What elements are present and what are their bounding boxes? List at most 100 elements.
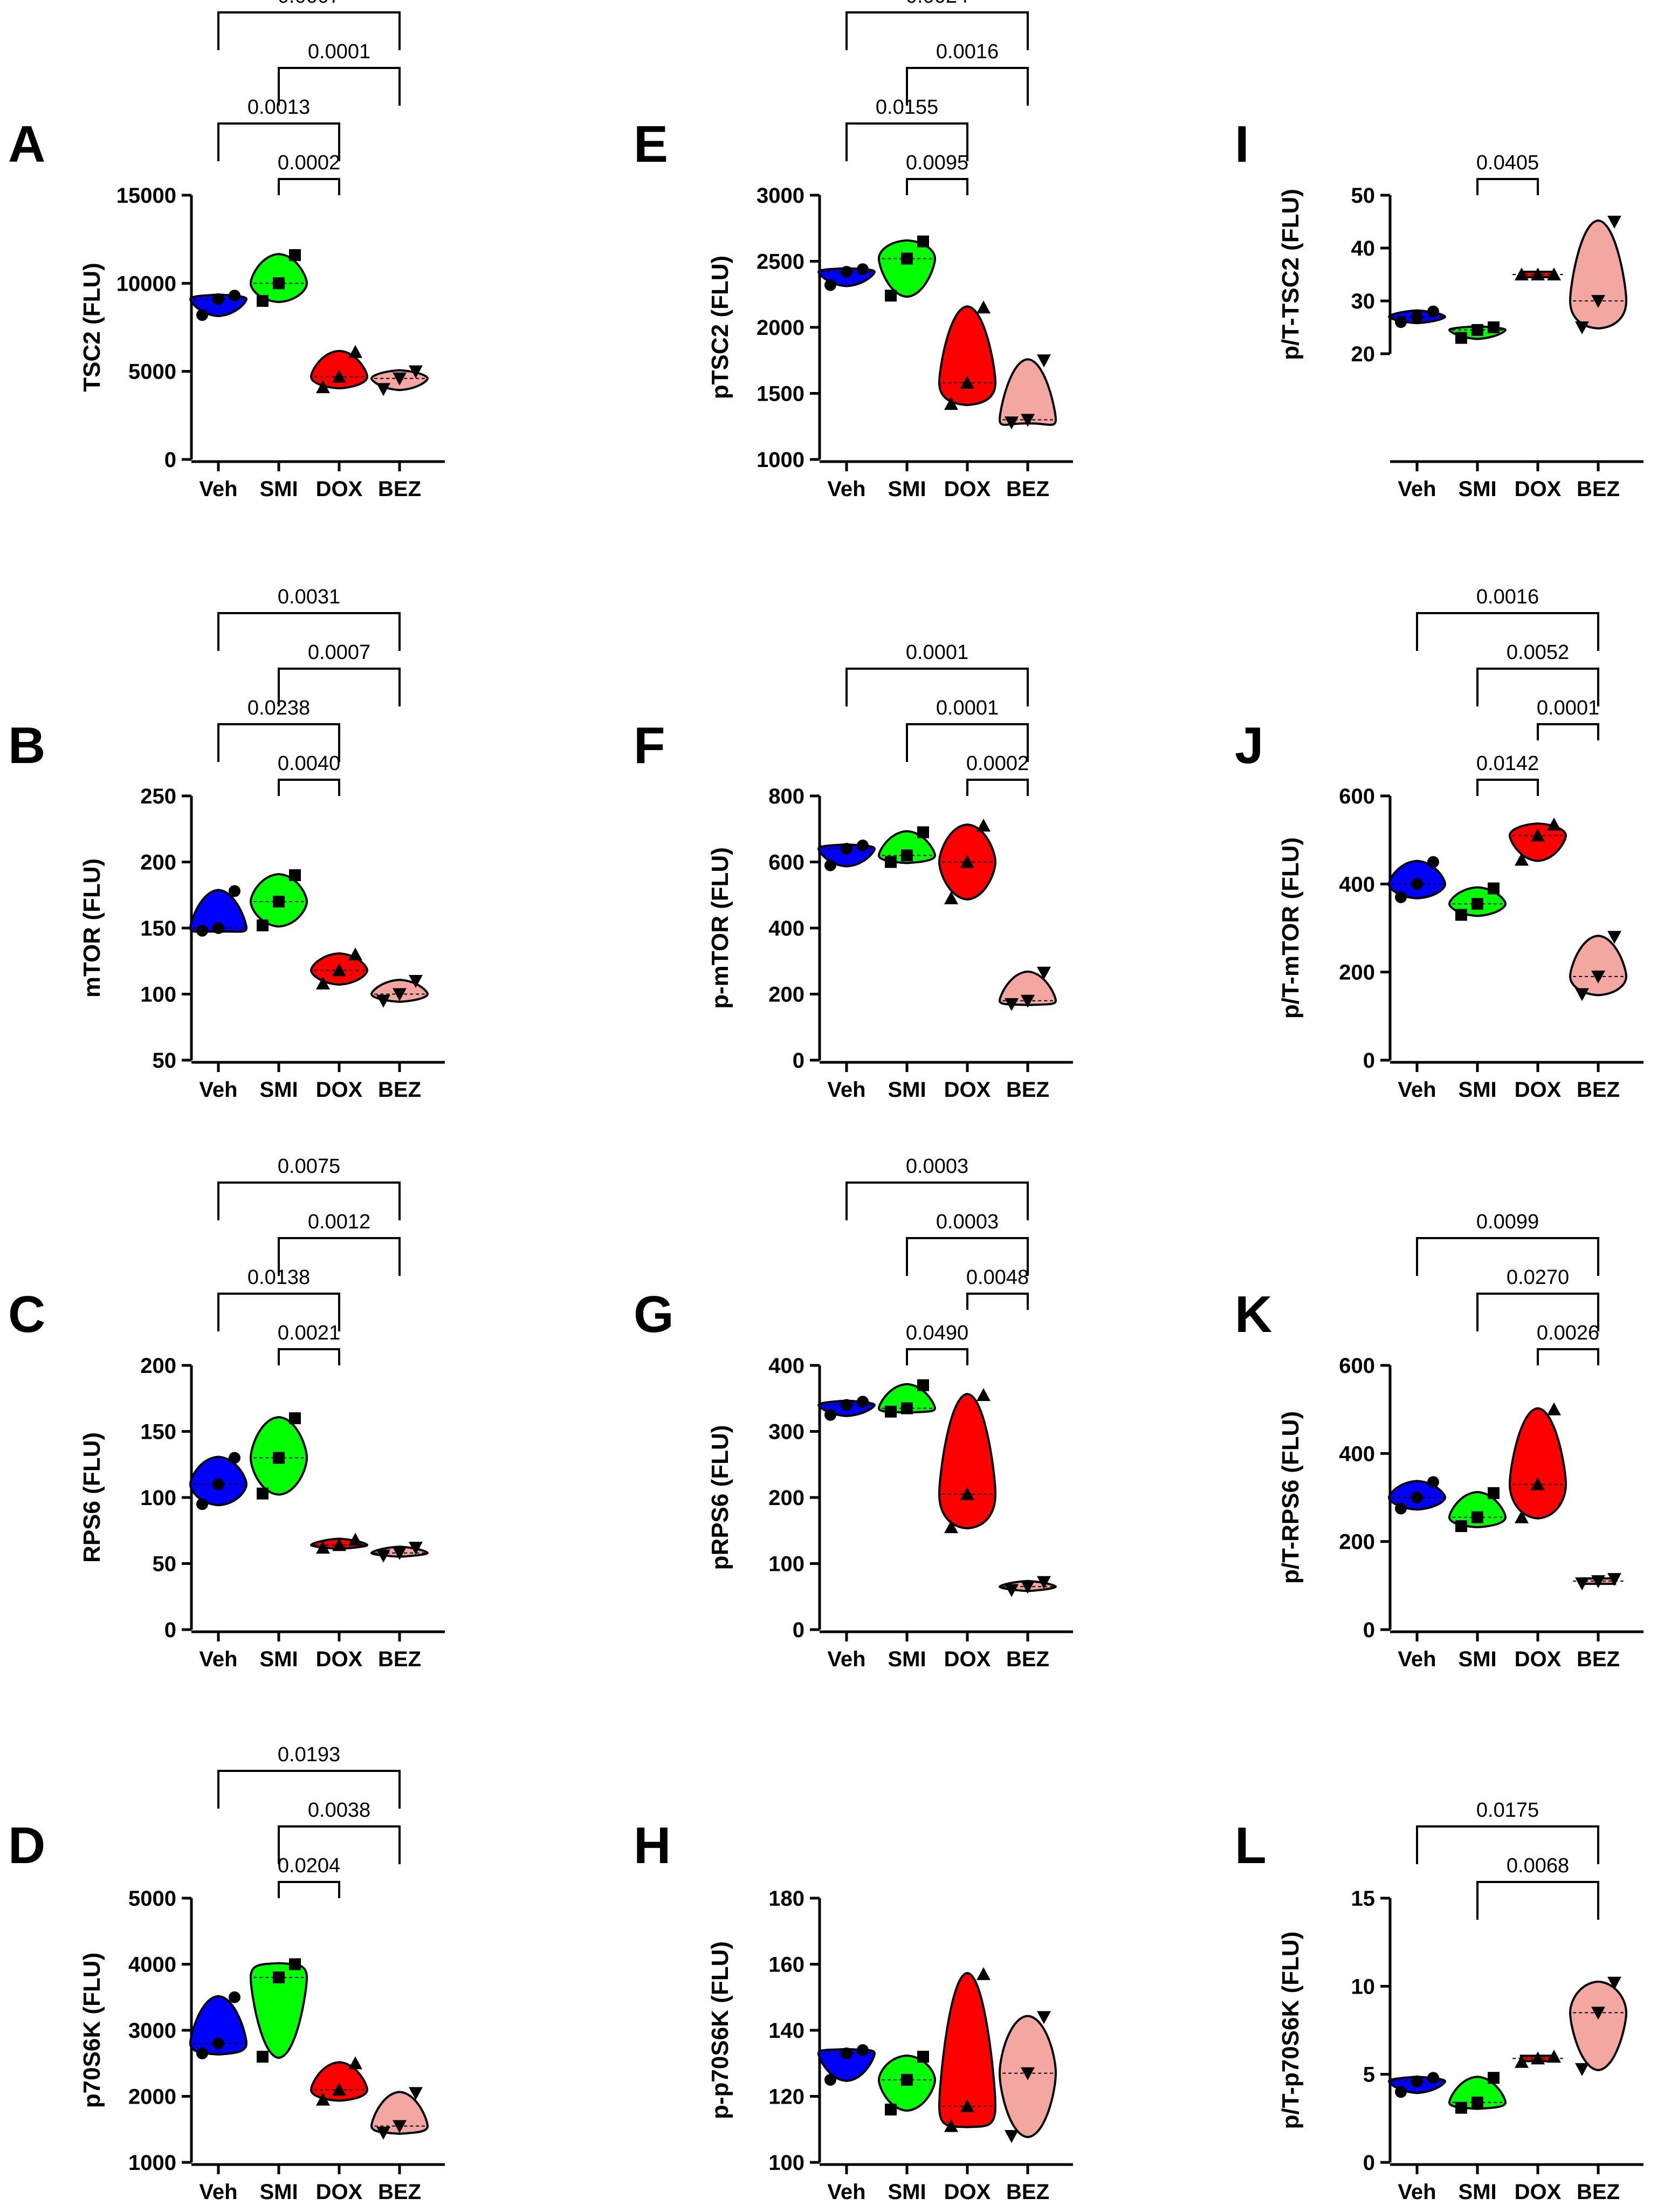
data-point (841, 2047, 852, 2059)
data-point (1411, 2075, 1423, 2087)
x-category-label: SMI (259, 1647, 298, 1671)
data-point (1515, 2055, 1529, 2068)
data-point (289, 869, 301, 881)
significance-bracket (278, 1825, 401, 1864)
y-tick-label: 140 (768, 2019, 804, 2043)
data-point (977, 1388, 991, 1402)
x-category-label: Veh (1398, 1647, 1436, 1671)
x-category-label: DOX (944, 1647, 991, 1671)
panel-e: E 1000 1500 2000 2500 3000 Veh SMI DOX BEZ pTSC2 (… (634, 0, 1073, 501)
p-value-label: 0.0138 (247, 1266, 310, 1289)
significance-bracket (217, 1181, 401, 1220)
panel-b: B 50 100 150 200 250 Veh SMI DOX BEZ mTOR (FLU) 0.0… (8, 586, 445, 1102)
y-axis-title: p-mTOR (FLU) (707, 847, 733, 1009)
y-axis-title: p70S6K (FLU) (79, 1953, 105, 2108)
data-point (393, 372, 407, 386)
y-tick-label: 15000 (116, 184, 176, 208)
significance-bracket (217, 11, 401, 50)
p-value-label: 0.0270 (1507, 1266, 1569, 1289)
y-tick-label: 100 (140, 1486, 176, 1510)
violin-smi (249, 1962, 308, 2059)
data-point (977, 1967, 991, 1980)
p-value-label: 0.0031 (278, 586, 340, 608)
p-value-label: 0.0142 (1476, 752, 1539, 775)
y-tick-label: 160 (768, 1953, 804, 1977)
data-point (376, 994, 390, 1008)
data-point (885, 1405, 897, 1418)
data-point (944, 397, 958, 410)
p-value-label: 0.0204 (278, 1854, 340, 1877)
data-point (1005, 998, 1019, 1011)
data-point (212, 293, 224, 305)
x-category-label: SMI (888, 1078, 926, 1102)
y-tick-label: 10 (1351, 1975, 1376, 1998)
p-value-label: 0.0002 (966, 752, 1029, 775)
y-tick-label: 2000 (757, 316, 804, 340)
y-tick-label: 150 (140, 917, 176, 940)
y-tick-label: 3000 (128, 2019, 176, 2043)
panel-letter: D (8, 1817, 45, 1874)
significance-bracket (1476, 178, 1539, 195)
y-axis-title: TSC2 (FLU) (79, 263, 105, 392)
violin-bez (1569, 935, 1628, 997)
data-point (841, 843, 852, 855)
x-category-label: DOX (316, 477, 363, 501)
x-category-label: BEZ (378, 1078, 421, 1102)
y-tick-label: 30 (1351, 290, 1376, 313)
data-point (409, 365, 423, 379)
data-point (1607, 1976, 1621, 1990)
y-tick-label: 20 (1351, 342, 1376, 366)
data-point (824, 279, 836, 291)
data-point (1607, 1573, 1621, 1586)
y-tick-label: 15 (1351, 1887, 1376, 1911)
data-point (1411, 311, 1423, 323)
data-point (1395, 316, 1407, 328)
y-axis-title: p/T-mTOR (FLU) (1277, 837, 1304, 1019)
data-point (212, 922, 224, 934)
y-tick-label: 1500 (757, 382, 804, 406)
data-point (1547, 1402, 1561, 1416)
data-point (1395, 891, 1407, 903)
data-point (1411, 1492, 1423, 1503)
data-point (273, 277, 285, 290)
y-tick-label: 0 (164, 1618, 176, 1642)
data-point (1037, 354, 1051, 368)
data-point (332, 369, 346, 383)
significance-bracket (278, 1881, 340, 1898)
significance-bracket (845, 122, 968, 161)
violin-bez (370, 2091, 429, 2135)
x-category-label: Veh (827, 1078, 865, 1102)
y-tick-label: 50 (153, 1552, 177, 1576)
data-point (1575, 2063, 1589, 2076)
panel-k: K 0 200 400 600 Veh SMI DOX BEZ p/T-RPS6 (FLU) 0.0… (1235, 1211, 1644, 1671)
y-tick-label: 0 (1363, 2151, 1375, 2175)
x-category-label: DOX (1515, 477, 1562, 501)
y-tick-label: 600 (1339, 785, 1375, 808)
data-point (196, 309, 208, 321)
data-point (1471, 898, 1483, 910)
y-tick-label: 0 (793, 1618, 804, 1642)
data-point (376, 1549, 390, 1563)
p-value-label: 0.0024 (906, 0, 968, 8)
x-category-label: SMI (888, 2180, 926, 2204)
data-point (1591, 970, 1605, 984)
data-point (901, 849, 913, 862)
data-point (257, 2051, 269, 2063)
data-point (1021, 1581, 1035, 1594)
data-point (376, 2126, 390, 2140)
data-point (196, 924, 208, 937)
data-point (1455, 909, 1467, 921)
p-value-label: 0.0002 (278, 152, 340, 174)
data-point (1591, 2007, 1605, 2020)
y-tick-label: 0 (1363, 1618, 1375, 1642)
violin-veh (817, 2048, 876, 2082)
data-point (1471, 1511, 1483, 1523)
y-tick-label: 200 (1339, 1530, 1375, 1554)
data-point (885, 290, 897, 302)
x-category-label: SMI (888, 1647, 926, 1671)
data-point (348, 947, 362, 960)
data-point (1427, 2072, 1439, 2084)
panel-letter: L (1235, 1817, 1267, 1874)
data-point (841, 266, 852, 278)
data-point (332, 2083, 346, 2096)
